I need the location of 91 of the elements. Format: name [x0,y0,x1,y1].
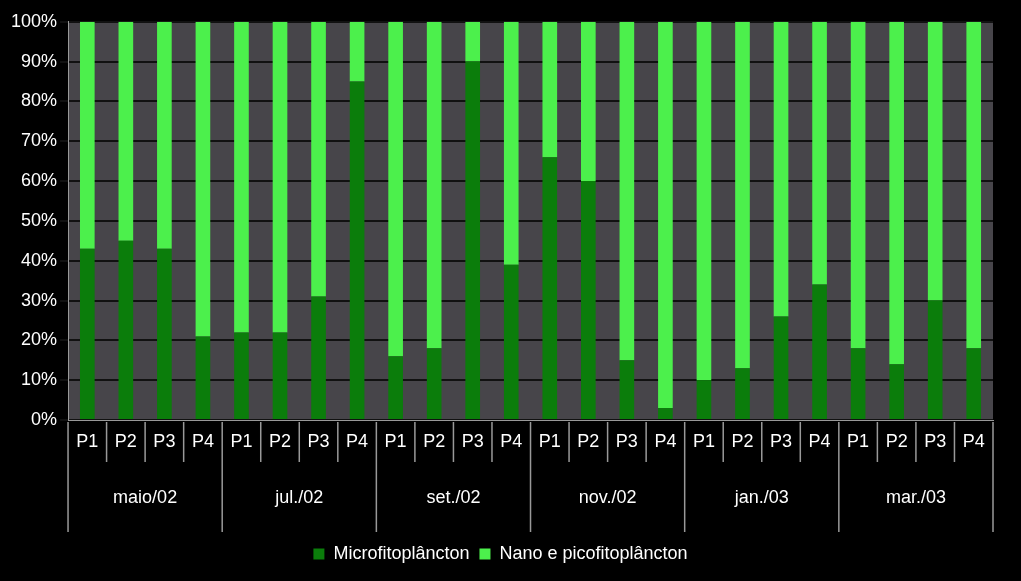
bar [542,157,558,419]
bar [388,356,403,419]
text: jan./03 [733,486,789,507]
bar [272,21,288,333]
bar [773,316,789,419]
x-tick-label: P1 [384,430,407,451]
bar [542,21,558,158]
text: mar./03 [885,486,946,507]
y-tick-label: 10% [21,369,58,390]
bar [426,21,442,349]
bar [696,380,712,419]
x-tick-label: P2 [423,430,446,451]
bar [465,61,481,419]
x-tick-label: P4 [808,430,831,451]
y-tick-label: 50% [21,209,58,230]
y-tick-label: 80% [21,90,58,111]
x-tick-label: P3 [153,430,176,451]
x-tick-label: P4 [962,430,985,451]
bar [812,21,827,285]
text: maio/02 [113,486,178,507]
bar [426,348,442,419]
bar [850,348,866,419]
x-tick-label: P1 [230,430,253,451]
bar [157,248,172,419]
bar [311,296,326,419]
x-tick-label: P4 [346,430,369,451]
bar [773,21,789,317]
bar [272,332,288,419]
bar [735,21,750,369]
text: jul./02 [274,486,324,507]
bar [581,21,596,182]
bar [349,81,365,419]
bar [195,21,211,337]
x-tick-label: P2 [114,430,137,451]
bar [503,21,519,265]
x-tick-label: P1 [692,430,715,451]
bar [619,21,635,361]
bar [889,21,904,365]
legend-label: Nano e picofitoplâncton [499,542,688,563]
x-tick-label: P2 [268,430,292,451]
x-tick-label: P1 [76,430,99,451]
y-tick-label: 90% [21,50,58,71]
bar [735,368,750,419]
bar [157,21,172,249]
x-tick-label: P3 [615,430,638,451]
x-tick-label: P1 [538,430,561,451]
bar [696,21,712,381]
y-tick-label: 20% [21,329,58,350]
bar [234,21,249,333]
y-tick-label: 100% [10,10,58,31]
y-tick-label: 0% [31,408,58,429]
legend-label: Microfitoplâncton [333,542,470,563]
x-tick-label: P2 [885,430,908,451]
bar [465,21,481,62]
x-tick-label: P3 [924,430,947,451]
y-tick-label: 30% [21,289,58,310]
bar [79,248,95,419]
bar [889,364,904,419]
bar [503,264,519,419]
text: nov./02 [578,486,637,507]
x-tick-label: P3 [770,430,793,451]
bar [118,21,134,241]
bar [349,21,365,82]
bar [966,21,982,349]
y-tick-label: 60% [21,170,58,191]
bar [311,21,326,297]
y-tick-label: 70% [21,130,58,151]
bar [927,300,943,419]
x-tick-label: P4 [191,430,214,451]
bar [234,332,249,419]
bar [850,21,866,349]
x-tick-label: P4 [654,430,677,451]
x-tick-label: P1 [847,430,870,451]
x-tick-label: P2 [577,430,600,451]
x-tick-label: P2 [731,430,754,451]
bar [966,348,982,419]
bar [118,240,134,419]
y-tick-label: 40% [21,249,58,270]
text: set./02 [426,486,481,507]
x-tick-label: P3 [307,430,330,451]
bar [927,21,943,301]
bar [812,284,827,419]
x-tick-label: P3 [461,430,484,451]
x-tick-label: P4 [500,430,523,451]
bar [658,21,673,409]
bar [658,408,673,419]
bar [619,360,635,419]
bar [388,21,403,357]
bar [195,336,211,419]
bar [581,181,596,419]
bar [79,21,95,249]
